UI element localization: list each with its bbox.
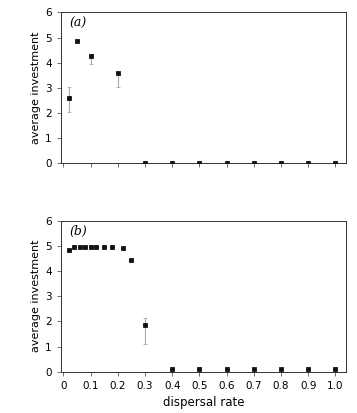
Y-axis label: average investment: average investment bbox=[31, 32, 41, 144]
X-axis label: dispersal rate: dispersal rate bbox=[163, 396, 244, 409]
Y-axis label: average investment: average investment bbox=[31, 240, 41, 352]
Text: (b): (b) bbox=[69, 225, 87, 238]
Text: (a): (a) bbox=[69, 17, 86, 30]
